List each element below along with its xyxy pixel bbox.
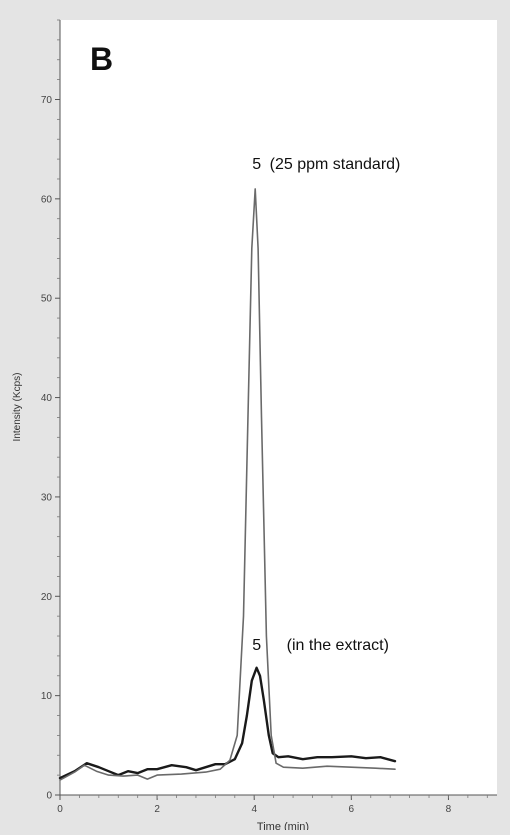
series-group xyxy=(58,188,397,781)
x-tick-label: 0 xyxy=(57,804,63,815)
ticks: 0 10 20 30 40 50 60 70 0 2 4 6 8 xyxy=(41,19,488,815)
y-tick-label: 0 xyxy=(46,791,52,802)
y-tick-label: 30 xyxy=(41,492,53,503)
x-tick-label: 8 xyxy=(446,804,452,815)
y-tick-label: 20 xyxy=(41,592,53,603)
series-line-2 xyxy=(59,188,396,781)
y-axis-title: Intensity (Kcps) xyxy=(12,373,23,442)
plot-area xyxy=(60,20,497,795)
annotation-text: (25 ppm standard) xyxy=(270,156,401,173)
y-tick-label: 10 xyxy=(41,691,53,702)
panel-label: B xyxy=(90,41,113,77)
y-tick-label: 70 xyxy=(41,95,53,106)
annotation-peak-label: 5 xyxy=(252,637,261,654)
x-tick-label: 4 xyxy=(251,804,257,815)
x-tick-label: 6 xyxy=(349,804,355,815)
annotation-peak-label: 5 xyxy=(252,156,261,173)
x-axis-title: Time (min) xyxy=(257,821,309,830)
annotation-text: (in the extract) xyxy=(287,637,389,654)
y-tick-label: 50 xyxy=(41,294,53,305)
x-tick-label: 2 xyxy=(154,804,160,815)
y-tick-label: 60 xyxy=(41,194,53,205)
y-tick-label: 40 xyxy=(41,393,53,404)
annotations: 5 (25 ppm standard) 5 (in the extract) xyxy=(252,156,400,654)
series-line-1 xyxy=(58,666,397,780)
